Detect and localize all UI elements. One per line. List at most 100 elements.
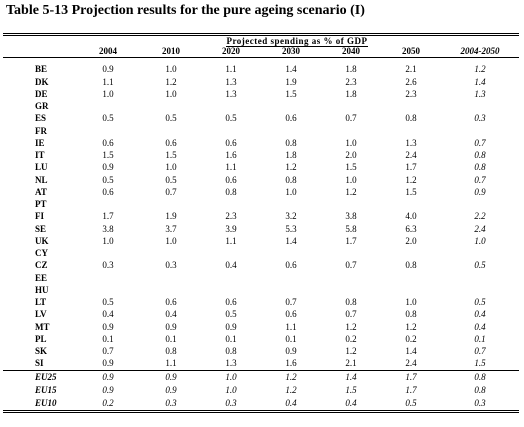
- change-cell: [441, 248, 519, 260]
- country-row: DK 1.1 1.2 1.3 1.9 2.3 2.6 1.4: [3, 76, 519, 88]
- country-code: GR: [35, 101, 49, 112]
- value-cell: 1.8: [345, 88, 357, 99]
- header-group-row: Projected spending as % of GDP: [3, 33, 519, 47]
- value-cell: 2.6: [405, 76, 417, 87]
- value-cell: 1.0: [102, 235, 114, 246]
- country-code: MT: [35, 321, 50, 332]
- change-cell: [441, 199, 519, 211]
- value-cell: 2.1: [405, 64, 417, 75]
- value-cell: 0.5: [165, 113, 177, 124]
- country-row: LT 0.5 0.6 0.6 0.7 0.8 1.0 0.5: [3, 297, 519, 309]
- value-cell: [141, 285, 201, 297]
- country-code: HU: [35, 284, 49, 295]
- value-cell: 5.8: [345, 223, 357, 234]
- country-code: BE: [35, 64, 48, 75]
- value-cell: [201, 199, 261, 211]
- value-cell: [321, 125, 381, 137]
- change-cell: 0.9: [474, 186, 486, 197]
- value-cell: [141, 199, 201, 211]
- country-row: UK 1.0 1.0 1.1 1.4 1.7 2.0 1.0: [3, 236, 519, 248]
- value-cell: [141, 248, 201, 260]
- value-cell: 1.4: [321, 370, 381, 385]
- value-cell: 1.0: [201, 370, 261, 385]
- period-header: 2004-2050: [441, 47, 519, 58]
- value-cell: [261, 272, 321, 284]
- value-cell: 0.7: [165, 186, 177, 197]
- value-cell: 0.5: [381, 397, 441, 414]
- country-code: NL: [35, 174, 48, 185]
- value-cell: 0.8: [165, 346, 177, 357]
- value-cell: [141, 101, 201, 113]
- value-cell: 0.7: [285, 297, 297, 308]
- value-cell: 1.2: [345, 321, 357, 332]
- value-cell: 1.2: [165, 76, 177, 87]
- value-cell: 1.5: [102, 150, 114, 161]
- value-cell: 1.0: [285, 186, 297, 197]
- value-cell: 0.9: [102, 64, 114, 75]
- group-header-label: Projected spending as % of GDP: [226, 35, 368, 47]
- country-code: LV: [35, 309, 47, 320]
- value-cell: 0.7: [102, 346, 114, 357]
- country-code: AT: [35, 186, 47, 197]
- value-cell: 1.4: [285, 64, 297, 75]
- value-cell: 1.3: [225, 76, 237, 87]
- value-cell: 0.6: [285, 113, 297, 124]
- country-row: BE 0.9 1.0 1.1 1.4 1.8 2.1 1.2: [3, 64, 519, 76]
- change-cell: 1.4: [474, 76, 486, 87]
- value-cell: 1.5: [285, 88, 297, 99]
- country-code: CZ: [35, 260, 48, 271]
- value-cell: 2.3: [345, 76, 357, 87]
- value-cell: 1.2: [405, 174, 417, 185]
- value-cell: [75, 199, 141, 211]
- value-cell: 1.7: [405, 162, 417, 173]
- change-cell: 2.2: [474, 211, 486, 222]
- value-cell: 0.6: [102, 186, 114, 197]
- value-cell: 0.5: [102, 113, 114, 124]
- value-cell: 1.2: [285, 385, 297, 395]
- value-cell: 0.8: [225, 186, 237, 197]
- country-code: CY: [35, 248, 48, 259]
- value-cell: 3.8: [102, 223, 114, 234]
- country-code: EE: [35, 272, 48, 283]
- value-cell: 0.2: [345, 333, 357, 344]
- value-cell: 0.9: [165, 385, 177, 395]
- value-cell: 0.6: [102, 137, 114, 148]
- value-cell: 0.6: [225, 297, 237, 308]
- value-cell: 3.9: [225, 223, 237, 234]
- country-row: HU: [3, 285, 519, 297]
- value-cell: [321, 101, 381, 113]
- value-cell: 5.3: [285, 223, 297, 234]
- value-cell: 0.7: [345, 260, 357, 271]
- value-cell: 0.9: [225, 321, 237, 332]
- country-code: PL: [35, 333, 47, 344]
- country-row: CY: [3, 248, 519, 260]
- value-cell: [201, 125, 261, 137]
- value-cell: 0.6: [285, 309, 297, 320]
- year-header: 2010: [141, 47, 201, 58]
- value-cell: [261, 101, 321, 113]
- country-row: AT 0.6 0.7 0.8 1.0 1.2 1.5 0.9: [3, 187, 519, 199]
- value-cell: 1.0: [405, 297, 417, 308]
- change-cell: 0.8: [441, 370, 519, 385]
- value-cell: 0.1: [165, 333, 177, 344]
- value-cell: [381, 248, 441, 260]
- value-cell: 0.1: [102, 333, 114, 344]
- value-cell: [75, 285, 141, 297]
- value-cell: 1.6: [225, 150, 237, 161]
- value-cell: 0.8: [405, 309, 417, 320]
- country-code: LU: [35, 162, 48, 173]
- projection-table: Projected spending as % of GDP 2004 2010…: [3, 33, 519, 414]
- value-cell: 0.8: [285, 174, 297, 185]
- value-cell: 2.0: [345, 150, 357, 161]
- value-cell: 2.3: [405, 88, 417, 99]
- country-code: FI: [35, 211, 44, 222]
- value-cell: [381, 285, 441, 297]
- value-cell: 0.4: [225, 260, 237, 271]
- country-code: LT: [35, 297, 47, 308]
- aggregate-code: EU10: [3, 397, 75, 414]
- country-code: ES: [35, 113, 47, 124]
- change-cell: 0.7: [474, 137, 486, 148]
- change-cell: 0.5: [474, 260, 486, 271]
- country-code: IT: [35, 150, 45, 161]
